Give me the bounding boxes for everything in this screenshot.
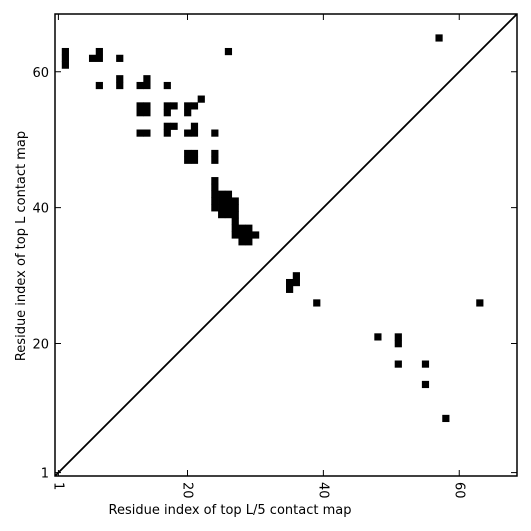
contact-cell-top-l: [184, 156, 192, 164]
contact-cell-top-l5: [421, 360, 430, 368]
contact-cell-top-l: [136, 109, 144, 117]
contact-cell-top-l: [286, 278, 294, 287]
contact-cell-top-l: [88, 54, 97, 62]
contact-cell-top-l: [184, 149, 192, 158]
contact-cell-top-l: [218, 204, 226, 212]
x-axis-title: Residue index of top L/5 contact map: [109, 503, 352, 518]
axis-ticks: 1 20 40 60 1 20 40 60: [32, 14, 517, 499]
contact-cell-top-l: [435, 34, 443, 42]
contact-cell-top-l: [143, 129, 151, 137]
contact-cell-top-l: [224, 197, 233, 205]
contact-cell-top-l: [163, 102, 171, 110]
contact-cell-top-l: [170, 102, 178, 110]
contact-cell-top-l: [245, 231, 253, 239]
contact-cell-top-l: [224, 190, 233, 198]
contact-cell-top-l: [95, 81, 103, 90]
contact-cell-top-l: [218, 211, 226, 219]
contact-cell-top-l: [143, 81, 151, 90]
contact-cell-top-l: [211, 156, 219, 164]
contact-cell-top-l5: [374, 333, 382, 341]
contact-cell-top-l: [163, 122, 171, 130]
contact-cell-top-l: [190, 129, 199, 137]
contact-cell-top-l: [224, 47, 233, 56]
y-tick-label: 60: [32, 66, 49, 81]
contact-cell-top-l: [238, 224, 246, 232]
contact-cell-top-l: [292, 272, 300, 280]
contact-cell-top-l5: [394, 340, 402, 348]
contact-cell-top-l: [211, 183, 219, 192]
y-tick-label: 40: [32, 202, 49, 217]
contact-cell-top-l: [95, 47, 103, 56]
contact-cell-top-l: [211, 177, 219, 185]
contact-cell-top-l: [136, 81, 144, 90]
contact-cell-top-l: [184, 129, 192, 137]
contact-cell-top-l: [211, 204, 219, 212]
contact-cell-top-l: [286, 285, 294, 293]
contact-cell-top-l: [116, 54, 124, 62]
contact-cell-top-l: [184, 109, 192, 117]
contact-cell-top-l: [211, 149, 219, 158]
contact-cell-top-l5: [394, 360, 402, 368]
contact-cell-top-l: [190, 149, 199, 158]
contact-cell-top-l: [61, 54, 69, 62]
x-tick-label: 40: [315, 482, 330, 499]
contact-cell-top-l: [116, 75, 124, 83]
y-tick-label: 1: [41, 467, 49, 482]
diagonal-line: [54, 13, 518, 477]
contact-cell-top-l: [218, 190, 226, 198]
contact-cell-top-l: [238, 238, 246, 246]
contact-cell-top-l: [61, 47, 69, 56]
contact-cell-top-l: [224, 211, 233, 219]
contact-cell-top-l: [190, 122, 199, 130]
contact-cell-top-l5: [442, 414, 450, 423]
contact-cell-top-l: [231, 231, 239, 239]
y-axis-title: Residue index of top L contact map: [14, 131, 29, 361]
contact-cell-top-l: [136, 129, 144, 137]
contact-cell-top-l: [136, 102, 144, 110]
plot-area: [54, 13, 518, 477]
contact-cell-top-l: [163, 81, 171, 90]
contact-cell-top-l: [211, 190, 219, 198]
contact-cell-top-l: [231, 224, 239, 232]
x-tick-label: 60: [451, 482, 466, 499]
contact-cell-top-l: [143, 75, 151, 83]
contact-cell-top-l: [224, 204, 233, 212]
contact-cell-top-l: [231, 197, 239, 205]
contact-cell-top-l: [170, 122, 178, 130]
contact-cell-top-l: [143, 109, 151, 117]
contact-cell-top-l: [238, 231, 246, 239]
contact-cell-top-l: [116, 81, 124, 90]
x-tick-label: 1: [50, 482, 65, 490]
contact-cell-top-l: [245, 224, 253, 232]
contact-cell-top-l: [231, 204, 239, 212]
contact-cell-top-l: [211, 129, 219, 137]
contact-cell-top-l: [184, 102, 192, 110]
contact-cell-top-l: [252, 231, 260, 239]
contact-cell-top-l: [163, 129, 171, 137]
contact-cell-top-l: [218, 197, 226, 205]
plot-frame: [54, 13, 518, 477]
contact-cell-top-l: [190, 156, 199, 164]
contact-cell-top-l: [245, 238, 253, 246]
contact-cell-top-l: [231, 217, 239, 226]
contact-cell-top-l: [197, 95, 205, 103]
contact-cell-top-l5: [394, 333, 402, 341]
x-tick-label: 20: [179, 482, 194, 499]
contact-cell-top-l: [163, 109, 171, 117]
contact-cell-top-l: [292, 278, 300, 287]
contact-cell-top-l: [231, 211, 239, 219]
contact-cell-top-l: [61, 61, 69, 69]
contact-cell-top-l: [190, 102, 199, 110]
contact-cell-top-l: [95, 54, 103, 62]
contact-cell-top-l: [143, 102, 151, 110]
contact-cell-top-l5: [421, 380, 430, 389]
contact-cell-top-l5: [476, 299, 484, 307]
contact-cell-top-l5: [313, 299, 321, 307]
contact-cell-top-l: [211, 197, 219, 205]
y-tick-label: 20: [32, 338, 49, 353]
